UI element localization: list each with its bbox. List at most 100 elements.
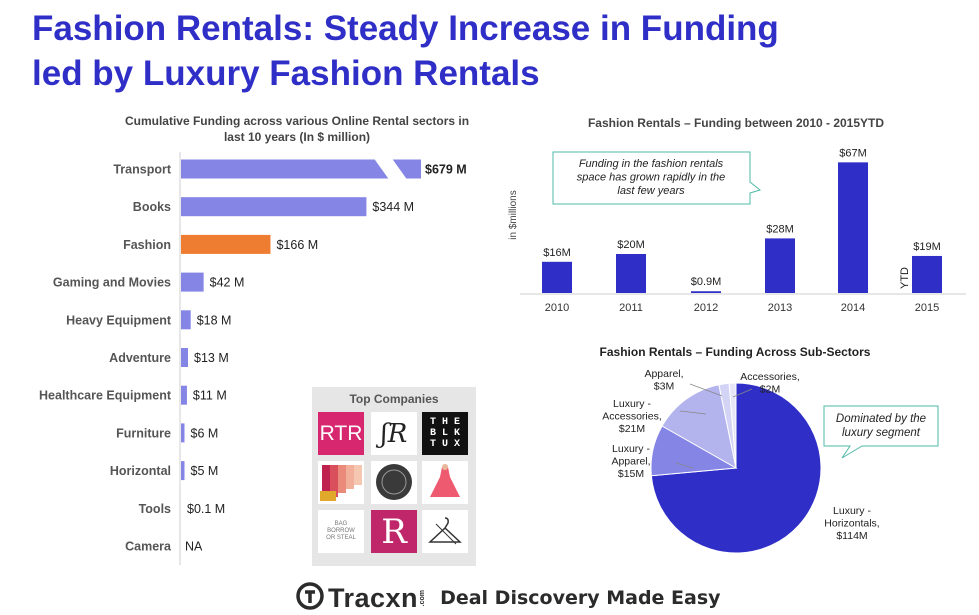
footer-com: .com bbox=[419, 589, 427, 607]
page-title-line2: led by Luxury Fashion Rentals bbox=[32, 54, 540, 93]
year-value-2014: $67M bbox=[839, 147, 867, 159]
sector-bar-heavy-equipment bbox=[181, 310, 191, 330]
sector-bar-horizontal bbox=[181, 461, 185, 481]
sector-label-furniture: Furniture bbox=[116, 426, 171, 440]
sector-value-camera: NA bbox=[185, 540, 203, 554]
pie-label-luxury-horizontals: $114M bbox=[836, 530, 867, 542]
footer: Tracxn .com Deal Discovery Made Easy bbox=[296, 581, 721, 615]
pie-label-luxury-accessories: $21M bbox=[619, 423, 645, 435]
page-title-line1: Fashion Rentals: Steady Increase in Fund… bbox=[32, 9, 779, 48]
pie-leader-line bbox=[675, 462, 694, 469]
page-title: Fashion Rentals: Steady Increase in Fund… bbox=[32, 6, 952, 96]
year-tick-2011: 2011 bbox=[619, 302, 643, 314]
rtr-logo: RTR bbox=[318, 412, 364, 455]
sector-label-fashion: Fashion bbox=[123, 238, 171, 252]
sector-value-adventure: $13 M bbox=[194, 351, 229, 365]
yearly-chart-ylabel: in $millions bbox=[508, 190, 519, 239]
sector-label-tools: Tools bbox=[139, 502, 171, 516]
pie-leader-line bbox=[732, 388, 753, 398]
sector-label-camera: Camera bbox=[125, 540, 172, 554]
pie-label-apparel: Apparel, bbox=[644, 368, 683, 380]
pie-label-luxury-horizontals: Horizontals, bbox=[824, 518, 879, 530]
footer-tagline: Deal Discovery Made Easy bbox=[440, 587, 721, 609]
yearly-annotation-line: Funding in the fashion rentals bbox=[579, 158, 724, 170]
year-bar-2013 bbox=[765, 238, 795, 293]
sector-bar-gaming-and-movies bbox=[181, 272, 204, 292]
pie-label-luxury-apparel: Apparel, bbox=[611, 456, 650, 468]
sector-value-heavy-equipment: $18 M bbox=[197, 313, 232, 327]
blk-tux-logo: T H E B L K T U X bbox=[422, 412, 468, 455]
sector-value-healthcare-equipment: $11 M bbox=[193, 389, 227, 403]
yearly-annotation-box bbox=[552, 151, 762, 205]
year-tick-2013: 2013 bbox=[768, 302, 792, 314]
sector-bar-adventure bbox=[181, 348, 189, 367]
sector-value-books: $344 M bbox=[372, 200, 414, 214]
yearly-chart-title: Fashion Rentals – Funding between 2010 -… bbox=[588, 116, 884, 130]
circle-logo bbox=[371, 461, 417, 504]
pie-label-luxury-apparel: $15M bbox=[618, 468, 644, 480]
sector-bar-healthcare-equipment bbox=[181, 385, 187, 405]
yearly-annotation-line: last few years bbox=[617, 185, 685, 197]
ytd-label: YTD bbox=[899, 267, 911, 289]
yearly-annotation-line: space has grown rapidly in the bbox=[577, 172, 726, 184]
year-bar-2012 bbox=[691, 291, 721, 293]
sector-value-gaming-and-movies: $42 M bbox=[210, 276, 245, 290]
pie-annotation-line: Dominated by the bbox=[836, 413, 926, 425]
year-tick-2014: 2014 bbox=[841, 302, 865, 314]
sector-funding-chart: Cumulative Funding across various Online… bbox=[39, 114, 469, 565]
year-bar-2010 bbox=[542, 261, 572, 293]
year-tick-2010: 2010 bbox=[545, 302, 569, 314]
sr-logo: ʃR bbox=[371, 412, 417, 455]
year-value-2010: $16M bbox=[543, 247, 571, 259]
pie-label-luxury-accessories: Luxury - bbox=[613, 398, 651, 410]
sector-label-healthcare-equipment: Healthcare Equipment bbox=[39, 389, 172, 403]
top-companies-title: Top Companies bbox=[349, 392, 439, 406]
pie-label-accessories: Accessories, bbox=[740, 371, 800, 383]
sector-value-fashion: $166 M bbox=[276, 238, 318, 252]
tracxn-logo-icon bbox=[296, 581, 324, 615]
sector-bar-break-transport bbox=[374, 158, 407, 180]
year-tick-2012: 2012 bbox=[694, 302, 718, 314]
year-bar-2015 bbox=[912, 255, 942, 293]
stripes-logo bbox=[318, 461, 364, 504]
sector-chart-title-line2: last 10 years (In $ million) bbox=[224, 130, 370, 144]
sector-value-furniture: $6 M bbox=[191, 426, 219, 440]
sector-bar-books bbox=[181, 197, 367, 217]
sector-bar-fashion bbox=[181, 234, 271, 254]
year-value-2013: $28M bbox=[766, 223, 794, 235]
top-companies-panel: Top Companies RTR ʃR T H E B L K T U X B… bbox=[312, 387, 476, 566]
pie-slice-accessories bbox=[728, 382, 737, 469]
year-bar-2014 bbox=[838, 162, 868, 293]
yearly-funding-chart: Fashion Rentals – Funding between 2010 -… bbox=[508, 116, 966, 314]
r-logo: R bbox=[371, 510, 417, 553]
sector-bar-furniture bbox=[181, 423, 185, 443]
year-value-2015: $19M bbox=[913, 241, 941, 253]
sector-value-transport: $679 M bbox=[425, 163, 467, 177]
pie-annotation-line: luxury segment bbox=[842, 427, 921, 439]
bag-borrow-steal-logo: BAG BORROW OR STEAL bbox=[318, 510, 364, 553]
pie-label-luxury-apparel: Luxury - bbox=[612, 443, 650, 455]
pie-annotation-box bbox=[823, 405, 939, 459]
year-value-2011: $20M bbox=[617, 239, 645, 251]
sector-chart-title-line1: Cumulative Funding across various Online… bbox=[125, 114, 469, 128]
sector-label-books: Books bbox=[133, 200, 171, 214]
footer-brand: Tracxn bbox=[328, 582, 419, 613]
pie-leader-line bbox=[689, 383, 723, 397]
sector-label-horizontal: Horizontal bbox=[110, 464, 171, 478]
pie-label-luxury-horizontals: Luxury - bbox=[833, 505, 871, 517]
sector-value-tools: $0.1 M bbox=[187, 502, 225, 516]
dress-logo bbox=[422, 461, 468, 504]
year-value-2012: $0.9M bbox=[691, 276, 722, 288]
sector-bar-transport bbox=[181, 159, 421, 179]
pie-label-accessories: $2M bbox=[760, 384, 780, 396]
subsector-pie-chart: Fashion Rentals – Funding Across Sub-Sec… bbox=[600, 345, 939, 554]
pie-slice-luxury-accessories bbox=[661, 384, 737, 469]
pie-label-apparel: $3M bbox=[654, 381, 674, 393]
year-bar-2011 bbox=[616, 254, 646, 293]
pie-chart-title: Fashion Rentals – Funding Across Sub-Sec… bbox=[600, 345, 871, 359]
sector-label-transport: Transport bbox=[113, 163, 171, 177]
sector-label-heavy-equipment: Heavy Equipment bbox=[66, 313, 172, 327]
sector-label-adventure: Adventure bbox=[109, 351, 171, 365]
hanger-logo bbox=[422, 510, 468, 553]
